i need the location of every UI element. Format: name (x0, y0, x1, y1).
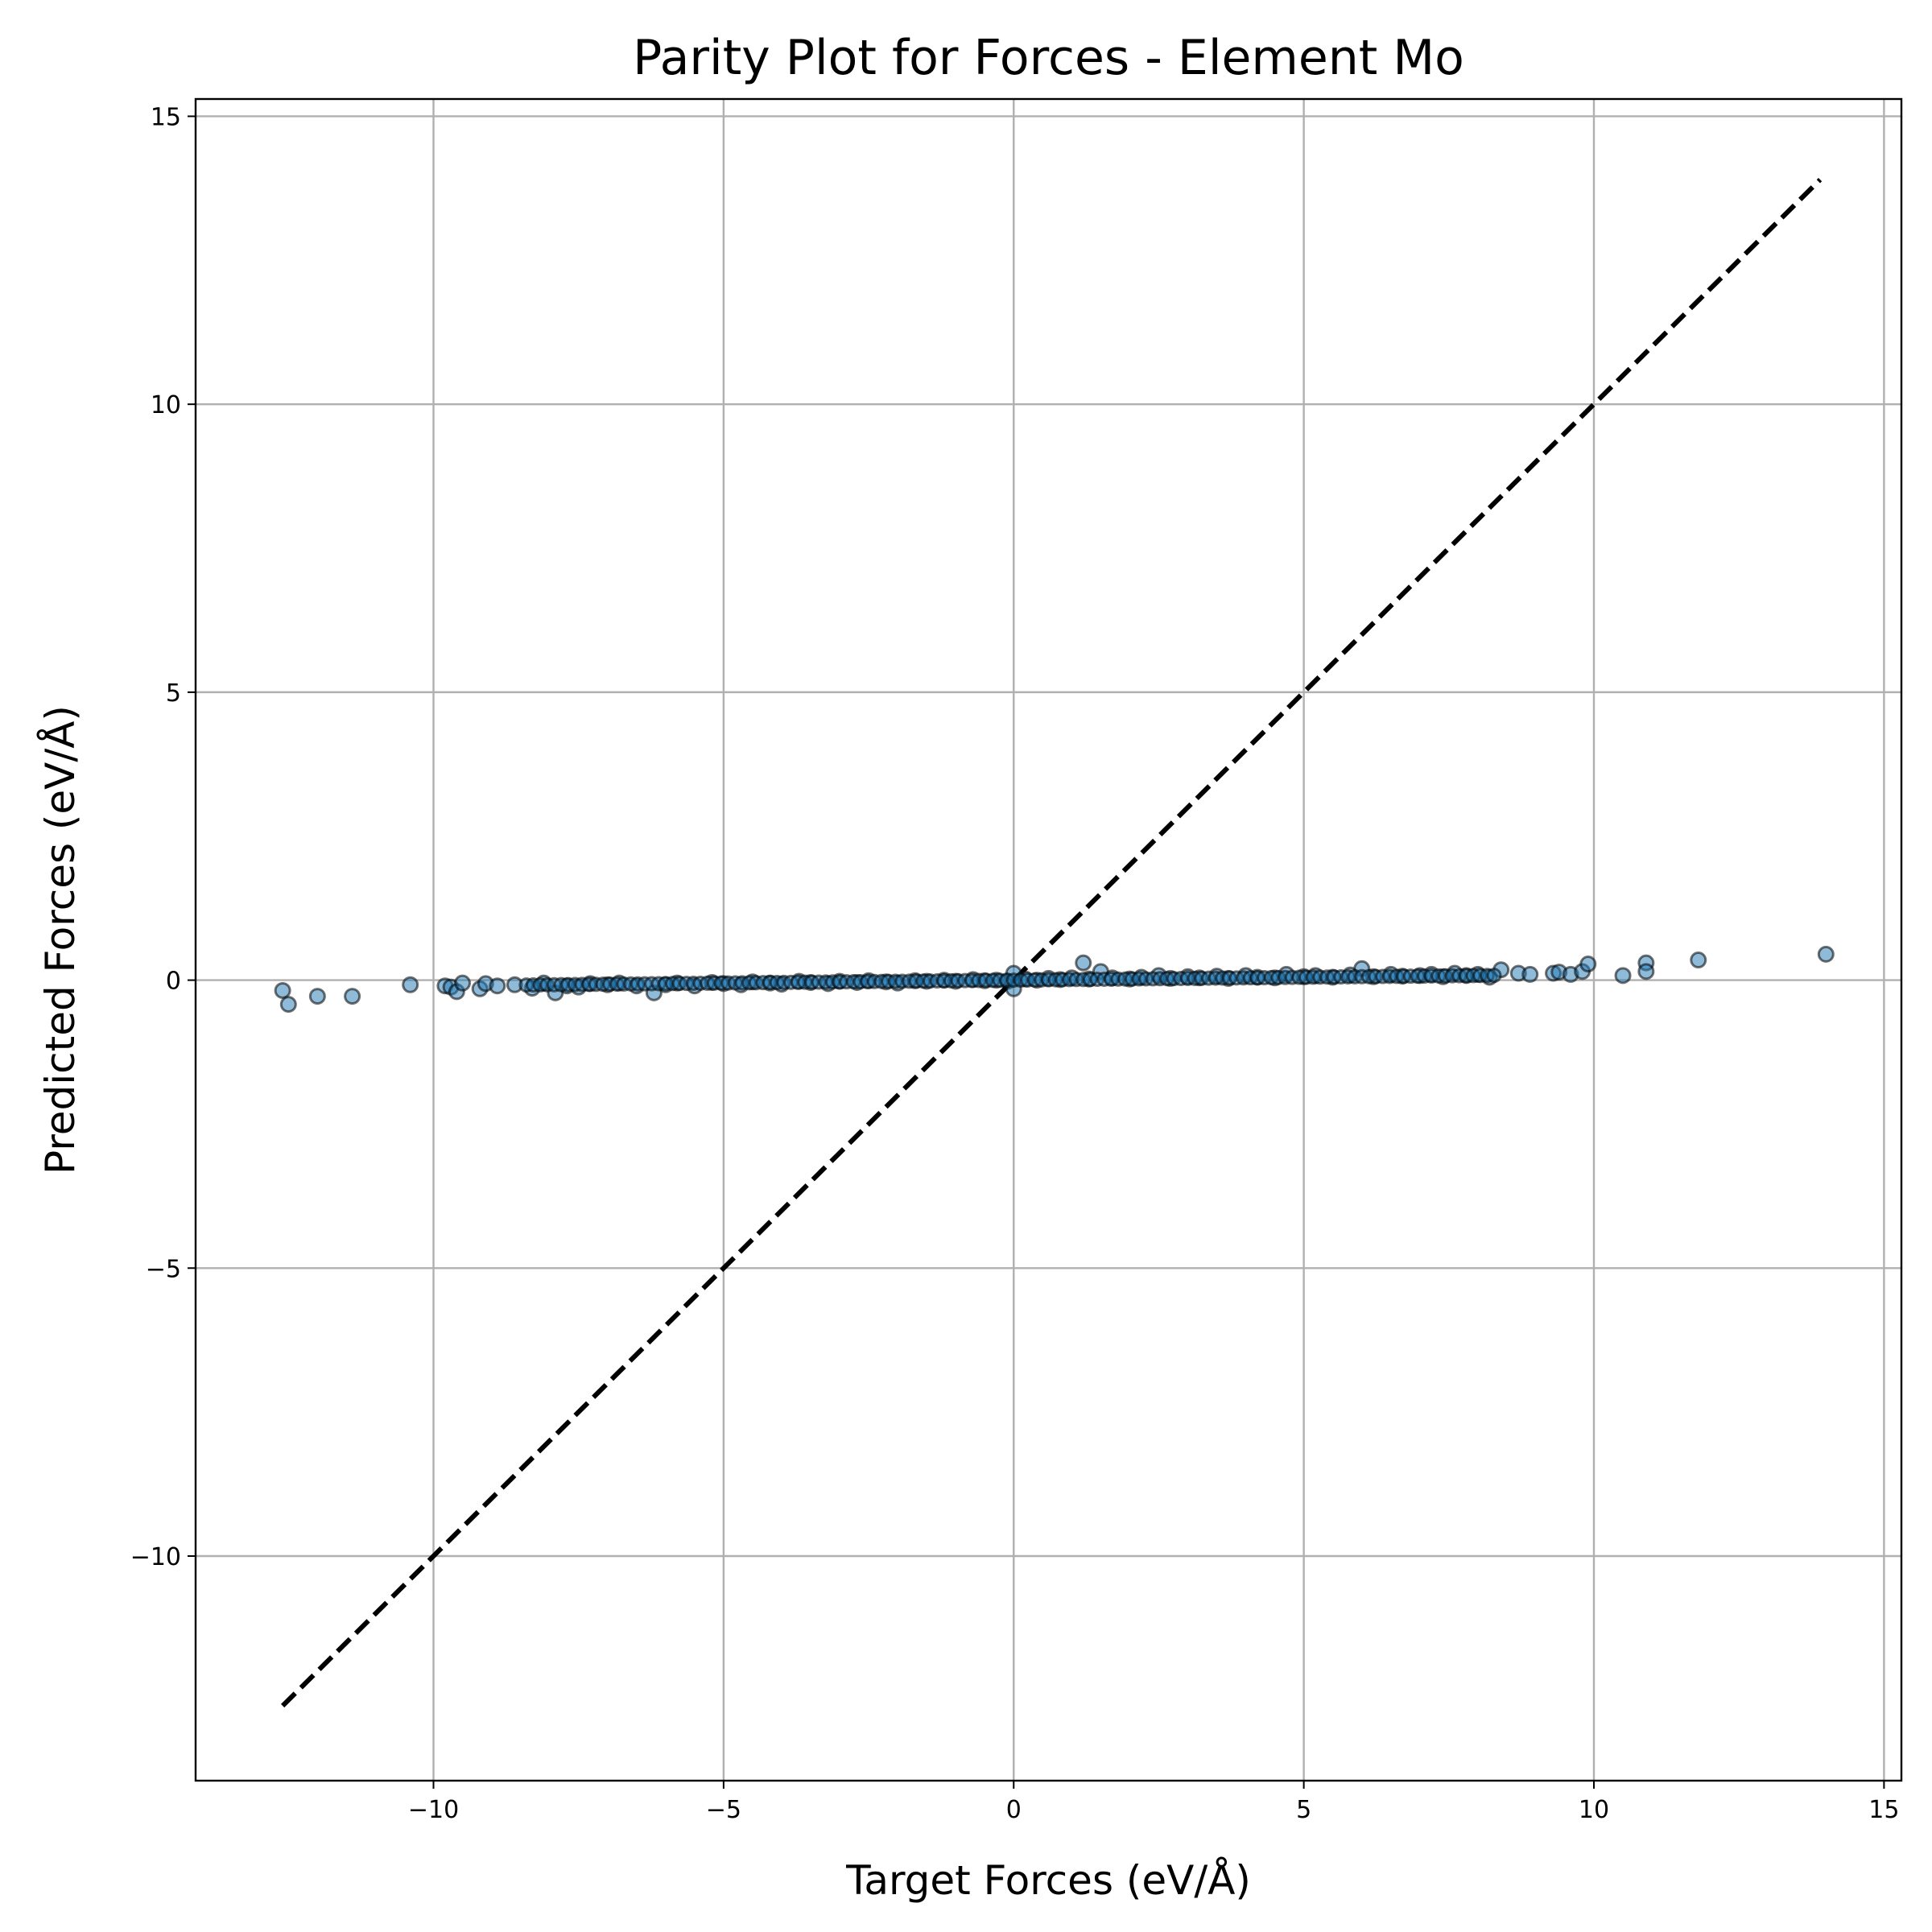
data-point (1486, 968, 1502, 984)
y-tick-label: −5 (146, 1255, 181, 1283)
y-tick-label: 10 (151, 391, 181, 419)
x-tick-label: −5 (706, 1796, 741, 1824)
data-point (1579, 956, 1597, 973)
y-tick-label: −10 (130, 1543, 181, 1571)
x-tick-label: 10 (1579, 1796, 1609, 1824)
y-tick-label: 0 (166, 968, 181, 996)
data-point (308, 988, 326, 1005)
data-point (489, 977, 506, 995)
data-point (344, 988, 361, 1005)
data-point (1075, 954, 1092, 972)
y-tick-label: 5 (166, 679, 181, 708)
parity-line (280, 178, 1823, 1708)
y-axis-title: Predicted Forces (eV/Å) (37, 705, 84, 1174)
y-tick-label: 15 (151, 103, 181, 131)
plot-frame (194, 97, 1903, 1782)
axis-ticks: −10 −5 0 5 10 15 −10 −5 0 5 10 15 (130, 103, 1900, 1824)
parity-line-group (280, 178, 1823, 1708)
x-tick-label: 0 (1006, 1796, 1022, 1824)
data-point (1614, 967, 1632, 985)
x-tick-label: 5 (1296, 1796, 1311, 1824)
data-point (279, 996, 297, 1013)
data-point (454, 974, 472, 992)
data-point (274, 981, 291, 999)
data-point (1521, 965, 1539, 983)
x-axis-title: Target Forces (eV/Å) (845, 1857, 1251, 1904)
data-point (1637, 963, 1655, 980)
x-tick-label: −10 (408, 1796, 459, 1824)
data-point (1817, 945, 1835, 963)
x-tick-label: 15 (1868, 1796, 1899, 1824)
chart-title: Parity Plot for Forces - Element Mo (633, 30, 1464, 86)
data-points (274, 945, 1835, 1013)
data-point (402, 976, 419, 993)
data-point (1690, 952, 1707, 969)
